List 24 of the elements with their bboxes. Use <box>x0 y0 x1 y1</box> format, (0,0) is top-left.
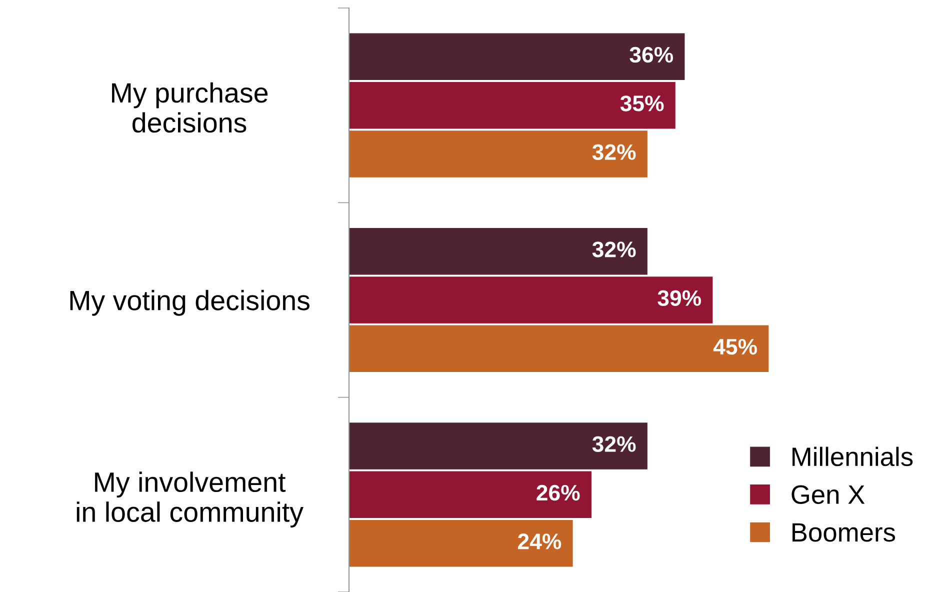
data-label: 32% <box>592 144 636 160</box>
data-label: 35% <box>620 96 664 112</box>
bar <box>349 276 713 324</box>
legend-label: Millennials <box>792 446 913 466</box>
bar <box>349 228 648 275</box>
bar <box>349 33 685 80</box>
data-label: 32% <box>592 436 636 452</box>
data-label: 24% <box>518 534 562 550</box>
legend-label: Boomers <box>792 523 896 542</box>
data-label: 32% <box>592 242 636 258</box>
y-tick-label: My purchase decisions <box>112 82 268 133</box>
bar <box>349 325 769 372</box>
data-label: 36% <box>630 46 674 63</box>
data-label: 45% <box>713 338 757 355</box>
data-label: 39% <box>658 290 701 306</box>
bar <box>349 520 573 567</box>
bar <box>349 422 648 470</box>
bar <box>349 471 592 518</box>
y-tick-label: My voting decisions <box>70 290 310 316</box>
legend-label: Gen X <box>792 485 865 504</box>
y-tick-label: My involvement in local community <box>76 472 304 528</box>
bar <box>349 82 676 129</box>
bar <box>349 130 648 178</box>
data-label: 26% <box>536 484 580 501</box>
